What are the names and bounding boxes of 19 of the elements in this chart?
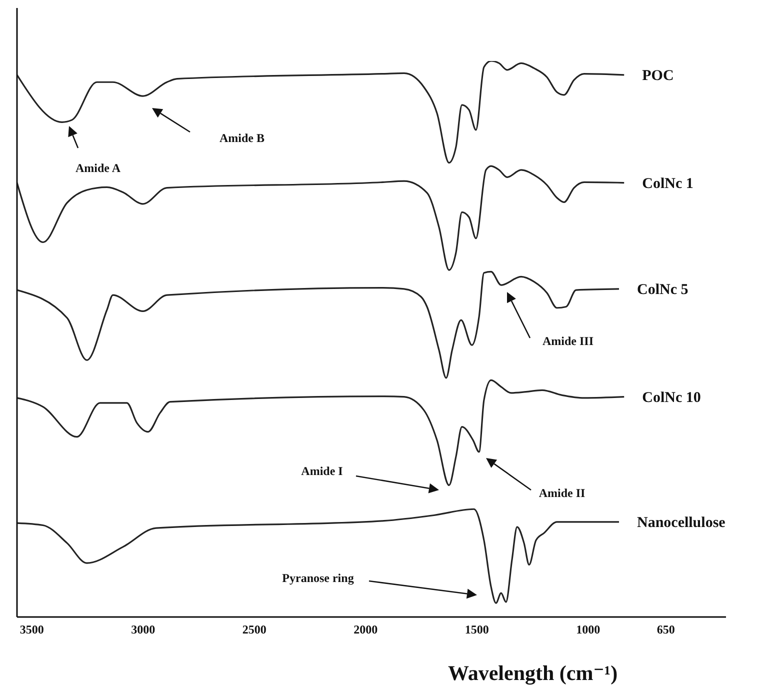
annotation: Amide A [76,161,121,175]
series-label: ColNc 10 [642,390,701,406]
series-label: Nanocellulose [636,514,726,531]
annotation: Amide II [538,486,586,500]
series-label: POC [642,68,674,84]
x-tick-label: 2500 [242,622,266,637]
x-axis-title: Wavelength (cm⁻¹) [448,660,618,686]
annotation: Amide III [542,334,594,348]
x-tick-label: 3500 [20,622,44,637]
x-tick-label: 3000 [131,622,156,637]
series-label: ColNc 5 [636,282,688,298]
annotation: Amide I [301,464,344,478]
x-tick-label: 1000 [576,622,600,637]
annotation: Amide B [220,131,264,145]
series-label: ColNc 1 [642,176,694,192]
x-tick-label: 650 [656,622,675,637]
x-tick-label: 1500 [464,622,489,637]
annotation: Pyranose ring [282,571,354,585]
x-tick-label: 2000 [354,622,378,637]
